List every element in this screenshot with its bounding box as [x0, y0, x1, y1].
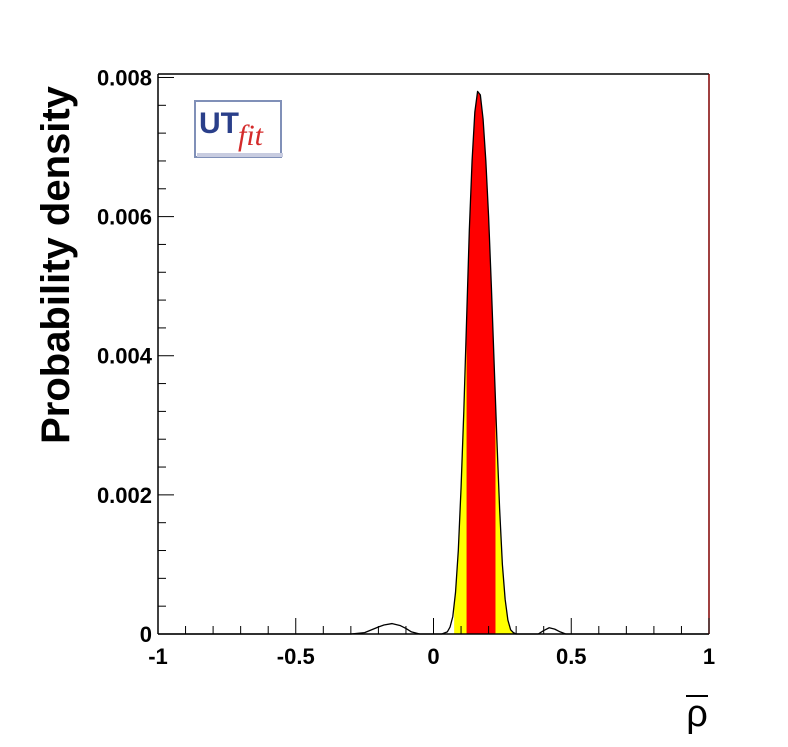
x-axis-label-group: ρ	[686, 693, 708, 735]
x-tick-label: -1	[148, 644, 168, 669]
x-tick-label: 1	[703, 644, 715, 669]
y-axis-label: Probability density	[34, 85, 78, 444]
logo-fit-text: fit	[238, 119, 264, 152]
x-tick-labels: -1 -0.5 0 0.5 1	[148, 644, 715, 669]
x-tick-label: -0.5	[277, 644, 315, 669]
y-tick-label: 0	[140, 622, 152, 647]
density-curve	[158, 90, 709, 635]
region-1	[466, 91, 496, 634]
confidence-regions	[454, 91, 514, 634]
density-curve-layer	[158, 90, 709, 635]
x-tick-label: 0.5	[556, 644, 587, 669]
axis-ticks	[157, 76, 710, 635]
logo-ut-text: UT	[199, 107, 239, 140]
utfit-logo: UT fit	[194, 100, 283, 158]
y-tick-label: 0.004	[97, 344, 153, 369]
logo-shadow	[197, 153, 283, 157]
y-tick-labels: 0 0.002 0.004 0.006 0.008	[97, 65, 153, 647]
x-axis-label: ρ	[686, 693, 708, 735]
x-tick-label: 0	[427, 644, 439, 669]
y-tick-label: 0.006	[97, 205, 152, 230]
y-tick-label: 0.002	[97, 483, 152, 508]
y-tick-label: 0.008	[97, 65, 152, 90]
